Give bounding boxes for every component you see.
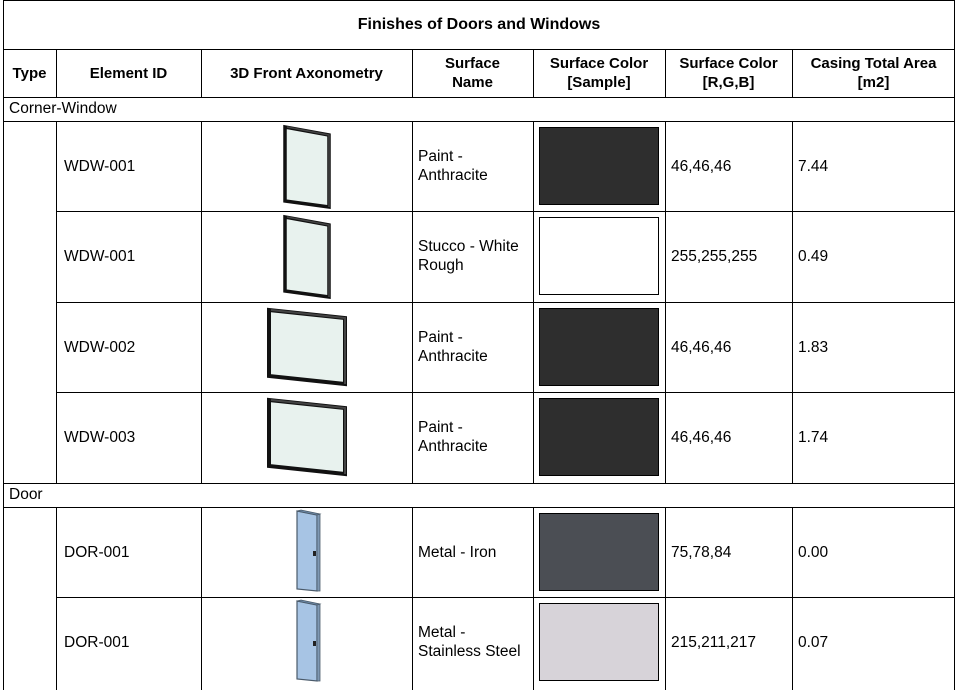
table-title: Finishes of Doors and Windows — [357, 16, 601, 33]
color-swatch — [539, 308, 659, 386]
rgb-value-cell: 46,46,46 — [671, 428, 732, 446]
header-element-id: Element ID — [89, 64, 168, 82]
grid-line — [533, 121, 534, 483]
element-id-cell: WDW-003 — [64, 428, 136, 446]
finishes-schedule-table: Finishes of Doors and Windows Type Eleme… — [3, 0, 955, 690]
element-id-cell: DOR-001 — [64, 543, 130, 561]
rgb-value-cell: 75,78,84 — [671, 543, 732, 561]
grid-line — [56, 211, 955, 212]
grid-line — [3, 483, 955, 484]
grid-line — [792, 507, 793, 690]
grid-line — [792, 49, 793, 97]
rgb-value-cell: 46,46,46 — [671, 157, 732, 175]
color-swatch — [539, 217, 659, 295]
surface-name-cell: Stucco - White Rough — [418, 238, 519, 274]
grid-line — [3, 0, 955, 1]
surface-name-cell: Metal - Iron — [418, 543, 497, 561]
header-axonometry: 3D Front Axonometry — [230, 64, 383, 82]
grid-line — [3, 97, 955, 98]
header-surface-color-rgb: Surface Color [R,G,B] — [679, 55, 778, 91]
surface-name-cell: Metal - Stainless Steel — [418, 624, 521, 660]
casing-area-cell: 7.44 — [798, 157, 829, 175]
casing-area-cell: 0.00 — [798, 543, 829, 561]
color-swatch — [539, 603, 659, 681]
casing-area-cell: 1.83 — [798, 338, 829, 356]
grid-line — [56, 302, 955, 303]
grid-line — [3, 507, 955, 508]
element-id-cell: WDW-002 — [64, 338, 136, 356]
color-swatch — [539, 398, 659, 476]
casing-area-cell: 0.07 — [798, 633, 829, 651]
header-type: Type — [12, 64, 47, 82]
grid-line — [56, 49, 57, 97]
grid-line — [56, 507, 57, 690]
element-id-cell: DOR-001 — [64, 633, 130, 651]
grid-line — [412, 49, 413, 97]
grid-line — [201, 121, 202, 483]
window-tall-icon — [277, 213, 337, 304]
color-swatch — [539, 513, 659, 591]
window-square-icon — [265, 304, 349, 393]
rgb-value-cell: 255,255,255 — [671, 247, 758, 265]
grid-line — [665, 507, 666, 690]
grid-line — [201, 507, 202, 690]
door-icon — [287, 509, 327, 600]
grid-line — [533, 507, 534, 690]
surface-name-cell: Paint - Anthracite — [418, 329, 488, 365]
grid-line — [665, 49, 666, 97]
door-icon — [287, 599, 327, 690]
grid-line — [3, 121, 955, 122]
grid-line — [56, 597, 955, 598]
window-square-icon — [265, 394, 349, 483]
grid-line — [3, 0, 4, 690]
header-surface-name: Surface Name — [444, 55, 501, 91]
rgb-value-cell: 215,211,217 — [671, 633, 757, 651]
grid-line — [412, 121, 413, 483]
element-id-cell: WDW-001 — [64, 247, 136, 265]
grid-line — [201, 49, 202, 97]
group-row-corner-window: Corner-Window — [9, 100, 117, 117]
grid-line — [792, 121, 793, 483]
casing-area-cell: 0.49 — [798, 247, 829, 265]
grid-line — [3, 49, 955, 50]
rgb-value-cell: 46,46,46 — [671, 338, 732, 356]
grid-line — [56, 392, 955, 393]
grid-line — [665, 121, 666, 483]
surface-name-cell: Paint - Anthracite — [418, 419, 488, 455]
element-id-cell: WDW-001 — [64, 157, 136, 175]
header-casing-area: Casing Total Area [m2] — [810, 55, 937, 91]
surface-name-cell: Paint - Anthracite — [418, 148, 488, 184]
grid-line — [533, 49, 534, 97]
grid-line — [954, 0, 955, 690]
grid-line — [412, 507, 413, 690]
casing-area-cell: 1.74 — [798, 428, 829, 446]
window-tall-icon — [277, 123, 337, 214]
header-surface-color-sample: Surface Color [Sample] — [549, 55, 649, 91]
group-row-door: Door — [9, 486, 43, 503]
grid-line — [56, 121, 57, 483]
color-swatch — [539, 127, 659, 205]
